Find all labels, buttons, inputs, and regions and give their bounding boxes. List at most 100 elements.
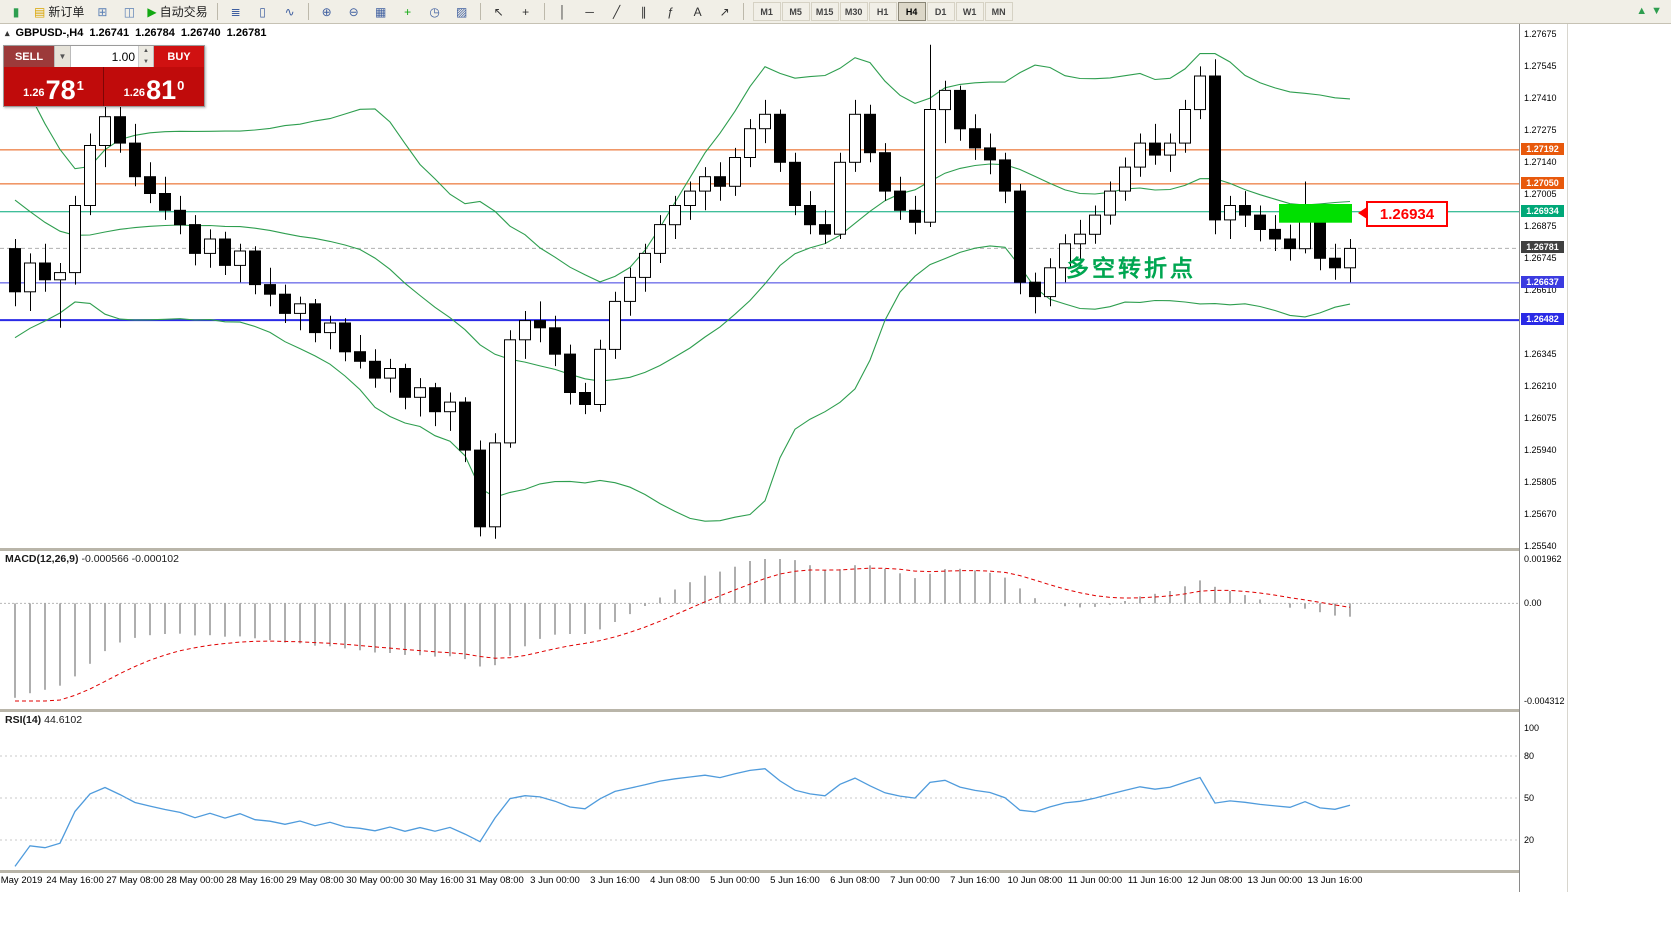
macd-panel[interactable] bbox=[0, 551, 1519, 709]
arrow-down-icon[interactable]: ▼ bbox=[1651, 5, 1662, 17]
toolbar-separator bbox=[307, 3, 309, 20]
templates-icon[interactable]: ▨ bbox=[449, 1, 475, 23]
tile-windows-icon[interactable]: ▦ bbox=[368, 1, 394, 23]
toolbar: ▮ ▤ 新订单 ⊞ ◫ ▶ 自动交易 ≣ ▯ ∿ ⊕ ⊖ ▦ + ◷ ▨ ↖ + │ ─ ╱ ∥ ƒ A ↗ M1 M5 M15 M3… bbox=[0, 0, 1671, 24]
level-price-badge: 1.26637 bbox=[1521, 275, 1564, 288]
trade-panel-controls: SELL ▼ ▲ ▼ BUY bbox=[4, 46, 204, 67]
sell-button[interactable]: SELL bbox=[4, 46, 54, 67]
app-icon[interactable]: ▮ bbox=[3, 1, 29, 23]
level-price-badge: 1.27050 bbox=[1521, 176, 1564, 189]
time-axis-label: 7 Jun 16:00 bbox=[950, 875, 1000, 886]
channel-icon: ∥ bbox=[640, 4, 647, 19]
level-price-badge: 1.26482 bbox=[1521, 313, 1564, 326]
macd-name: MACD(12,26,9) bbox=[5, 553, 79, 565]
buy-button[interactable]: BUY bbox=[154, 46, 204, 67]
timeframe-m15-button[interactable]: M15 bbox=[810, 2, 839, 21]
trendline-icon[interactable]: ╱ bbox=[604, 1, 630, 23]
timeframe-m30-button[interactable]: M30 bbox=[839, 2, 868, 21]
level-price-badge: 1.27192 bbox=[1521, 142, 1564, 155]
rsi-time-splitter[interactable] bbox=[0, 870, 1519, 873]
periods-icon[interactable]: ◷ bbox=[422, 1, 448, 23]
toolbar-separator bbox=[479, 3, 481, 20]
horizontal-line-icon: ─ bbox=[585, 4, 594, 19]
timeframe-h4-button[interactable]: H4 bbox=[897, 2, 926, 21]
zoom-out-icon[interactable]: ⊖ bbox=[341, 1, 367, 23]
time-axis-label: 27 May 08:00 bbox=[106, 875, 164, 886]
time-axis-label: 12 Jun 08:00 bbox=[1187, 875, 1243, 886]
channel-icon[interactable]: ∥ bbox=[631, 1, 657, 23]
macd-rsi-splitter[interactable] bbox=[0, 709, 1519, 712]
line-chart-icon[interactable]: ∿ bbox=[277, 1, 303, 23]
indicators-icon[interactable]: + bbox=[395, 1, 421, 23]
time-axis-label: 10 Jun 08:00 bbox=[1007, 875, 1063, 886]
rsi-axis-label: 100 bbox=[1524, 723, 1540, 733]
autotrade-button[interactable]: ▶ 自动交易 bbox=[143, 1, 211, 23]
zoom-in-icon[interactable]: ⊕ bbox=[314, 1, 340, 23]
price-axis-label: 1.27675 bbox=[1524, 29, 1557, 39]
toolbar-separator bbox=[742, 3, 744, 20]
time-axis-label: 28 May 00:00 bbox=[166, 875, 224, 886]
highlight-rect[interactable] bbox=[1279, 204, 1352, 223]
fibonacci-icon[interactable]: ƒ bbox=[658, 1, 684, 23]
sell-price-prefix: 1.26 bbox=[23, 87, 45, 99]
close-value: 1.26781 bbox=[226, 27, 267, 39]
crosshair-icon[interactable]: + bbox=[513, 1, 539, 23]
low-value: 1.26740 bbox=[180, 27, 221, 39]
chart-macd-splitter[interactable] bbox=[0, 548, 1519, 551]
toolbar-separator bbox=[543, 3, 545, 20]
profiles-icon: ◫ bbox=[123, 4, 136, 19]
timeframe-buttons: M1 M5 M15 M30 H1 H4 D1 W1 MN bbox=[752, 2, 1013, 21]
time-axis-label: 30 May 00:00 bbox=[346, 875, 404, 886]
new-order-button[interactable]: ▤ 新订单 bbox=[30, 1, 88, 23]
bollinger-upper-band bbox=[14, 52, 1351, 283]
templates-icon: ▨ bbox=[455, 4, 468, 19]
one-click-panel-toggle-icon[interactable]: ▴ bbox=[5, 27, 10, 38]
price-axis-label: 1.27140 bbox=[1524, 157, 1557, 167]
vertical-line-icon: │ bbox=[558, 4, 567, 19]
rsi-panel[interactable] bbox=[0, 712, 1519, 870]
timeframe-d1-button[interactable]: D1 bbox=[926, 2, 955, 21]
macd-values: -0.000566 -0.000102 bbox=[81, 553, 179, 565]
timeframe-m1-button[interactable]: M1 bbox=[752, 2, 781, 21]
timeframe-h1-button[interactable]: H1 bbox=[868, 2, 897, 21]
text-icon[interactable]: A bbox=[685, 1, 711, 23]
symbol-ohlc-header: ▴ GBPUSD-,H4 1.26741 1.26784 1.26740 1.2… bbox=[5, 27, 266, 39]
horizontal-line-icon[interactable]: ─ bbox=[577, 1, 603, 23]
price-axis-label: 1.26210 bbox=[1524, 381, 1557, 391]
buy-price-pip: 0 bbox=[177, 78, 185, 93]
volume-input[interactable] bbox=[71, 46, 138, 67]
high-value: 1.26784 bbox=[135, 27, 175, 39]
price-axis-label: 1.27545 bbox=[1524, 61, 1557, 71]
timeframe-w1-button[interactable]: W1 bbox=[955, 2, 984, 21]
sell-price-pip: 1 bbox=[76, 78, 84, 93]
sell-dropdown-icon[interactable]: ▼ bbox=[54, 46, 71, 67]
main-price-chart[interactable] bbox=[0, 24, 1519, 548]
volume-spin-up-icon[interactable]: ▲ bbox=[139, 46, 153, 57]
indicators-icon: + bbox=[404, 4, 412, 19]
arrow-tool-icon: ↗ bbox=[719, 4, 730, 19]
sell-price[interactable]: 1.26 78 1 bbox=[4, 67, 104, 106]
cursor-icon[interactable]: ↖ bbox=[486, 1, 512, 23]
new-order-button-label: 新订单 bbox=[48, 5, 85, 19]
time-axis-label: 5 Jun 16:00 bbox=[770, 875, 820, 886]
one-click-trading-panel: SELL ▼ ▲ ▼ BUY 1.26 78 1 1.26 81 0 bbox=[3, 45, 205, 107]
timeframe-mn-button[interactable]: MN bbox=[984, 2, 1013, 21]
time-axis-label: 3 Jun 00:00 bbox=[530, 875, 580, 886]
vertical-line-icon[interactable]: │ bbox=[550, 1, 576, 23]
timeframe-m5-button[interactable]: M5 bbox=[781, 2, 810, 21]
candles-layer bbox=[9, 44, 1356, 539]
arrow-up-icon[interactable]: ▲ bbox=[1636, 5, 1648, 17]
time-axis-label: 24 May 16:00 bbox=[46, 875, 104, 886]
profiles-icon[interactable]: ◫ bbox=[116, 1, 142, 23]
price-axis[interactable]: 1.27675 1.27545 1.27410 1.27275 1.27140 1.270… bbox=[1520, 24, 1568, 892]
candlestick-chart-icon[interactable]: ▯ bbox=[250, 1, 276, 23]
toolbar-right-icons: ▲ ▼ bbox=[1636, 6, 1668, 17]
buy-price[interactable]: 1.26 81 0 bbox=[104, 67, 204, 106]
bar-chart-icon[interactable]: ≣ bbox=[223, 1, 249, 23]
price-axis-label: 1.26875 bbox=[1524, 221, 1557, 231]
volume-spin-down-icon[interactable]: ▼ bbox=[139, 56, 153, 67]
callout-arrow-icon bbox=[1358, 207, 1367, 219]
new-chart-icon[interactable]: ⊞ bbox=[89, 1, 115, 23]
arrow-tool-icon[interactable]: ↗ bbox=[712, 1, 738, 23]
